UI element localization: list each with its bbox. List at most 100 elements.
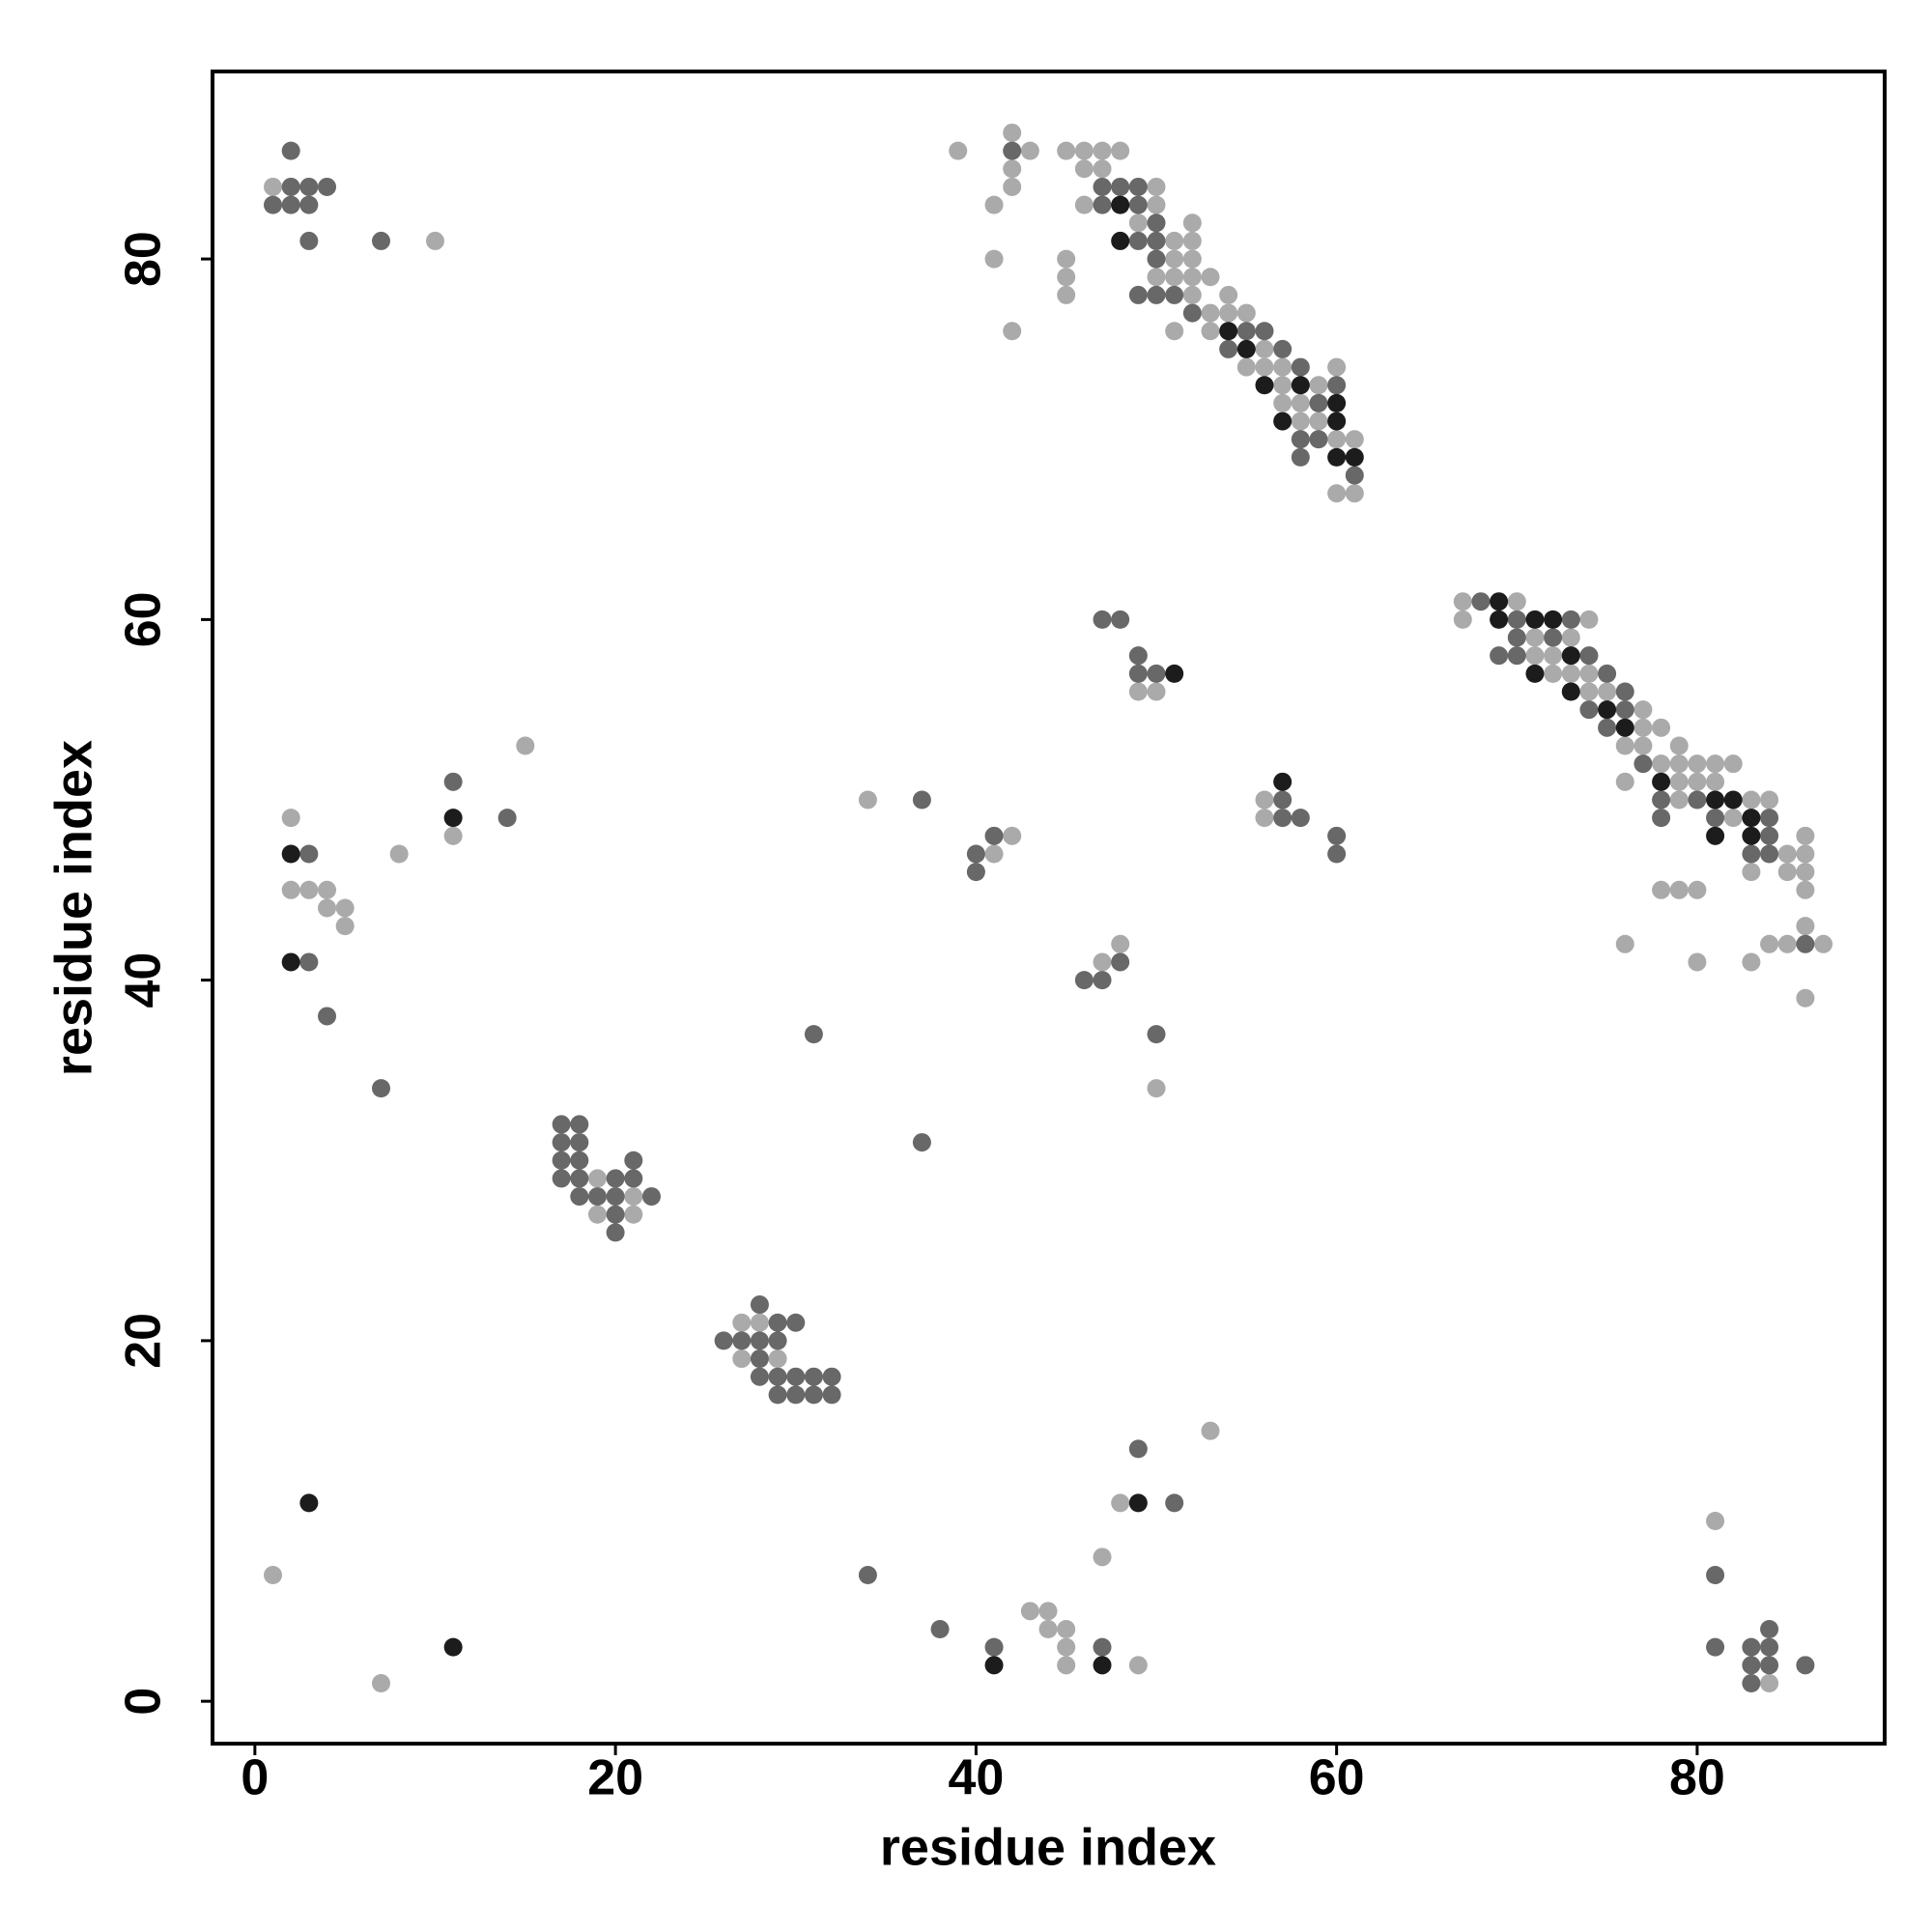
point — [1291, 376, 1310, 395]
point — [1255, 357, 1274, 377]
point — [1345, 466, 1364, 485]
point — [443, 809, 463, 828]
x-tick-label: 80 — [1669, 1750, 1725, 1806]
point — [750, 1350, 769, 1369]
point — [1093, 1656, 1112, 1675]
point — [1147, 268, 1166, 287]
point — [1291, 809, 1310, 828]
point — [822, 1385, 841, 1405]
y-tick-label: 20 — [116, 1313, 172, 1369]
point — [1111, 195, 1130, 214]
point — [1111, 177, 1130, 196]
point — [768, 1367, 787, 1386]
point — [1760, 1637, 1779, 1657]
point — [1147, 177, 1166, 196]
x-axis-title: residue index — [880, 1818, 1216, 1876]
point — [1453, 592, 1472, 611]
point — [1003, 322, 1022, 341]
point — [1615, 682, 1634, 701]
point — [1525, 610, 1545, 629]
point — [1327, 844, 1347, 864]
point — [318, 898, 337, 918]
point — [1796, 880, 1815, 899]
point — [1796, 1656, 1815, 1675]
point — [786, 1313, 806, 1332]
point — [1760, 934, 1779, 953]
y-axis-title: residue index — [44, 740, 102, 1076]
point — [1615, 934, 1634, 953]
point — [624, 1169, 643, 1188]
x-tick-label: 40 — [948, 1750, 1004, 1806]
point — [1706, 1512, 1725, 1531]
point — [1201, 268, 1220, 287]
point — [804, 1385, 823, 1405]
point — [732, 1331, 752, 1350]
point — [1128, 1493, 1148, 1513]
point — [984, 249, 1004, 269]
point — [606, 1223, 625, 1242]
point — [1561, 646, 1580, 666]
point — [1219, 322, 1238, 341]
point — [1147, 231, 1166, 250]
point — [299, 1493, 319, 1513]
point — [1471, 592, 1491, 611]
point — [552, 1151, 571, 1170]
point — [1688, 772, 1707, 791]
point — [1309, 430, 1328, 449]
point — [570, 1115, 589, 1134]
point — [443, 772, 463, 791]
point — [1507, 610, 1526, 629]
point — [1147, 195, 1166, 214]
point — [443, 826, 463, 845]
point — [624, 1151, 643, 1170]
point — [1796, 917, 1815, 936]
point — [1615, 718, 1634, 737]
point — [1074, 195, 1094, 214]
point — [281, 952, 300, 972]
point — [1507, 628, 1526, 647]
point — [966, 844, 985, 864]
point — [1236, 303, 1256, 323]
point — [1561, 664, 1580, 683]
point — [1182, 249, 1202, 269]
point — [264, 1566, 283, 1585]
point — [1706, 1637, 1725, 1657]
point — [1273, 393, 1293, 412]
point — [1777, 863, 1797, 882]
point — [1327, 826, 1347, 845]
point — [318, 177, 337, 196]
point — [425, 231, 444, 250]
point — [552, 1133, 571, 1152]
point — [1507, 646, 1526, 666]
point — [1742, 790, 1761, 810]
point — [1057, 141, 1076, 160]
point — [1309, 412, 1328, 431]
point — [1579, 700, 1599, 720]
point — [1165, 322, 1184, 341]
point — [1273, 790, 1293, 810]
point — [1255, 322, 1274, 341]
point — [552, 1115, 571, 1134]
point — [1544, 628, 1563, 647]
point — [1706, 826, 1725, 845]
point — [1236, 322, 1256, 341]
point — [1796, 844, 1815, 864]
point — [1201, 322, 1220, 341]
point — [1093, 610, 1112, 629]
point — [1345, 447, 1364, 467]
point — [1201, 1421, 1220, 1440]
point — [1327, 430, 1347, 449]
point — [1273, 412, 1293, 431]
point — [570, 1133, 589, 1152]
point — [1796, 826, 1815, 845]
point — [1760, 826, 1779, 845]
point — [1742, 844, 1761, 864]
point — [1598, 664, 1617, 683]
point — [1760, 844, 1779, 864]
point — [1165, 1493, 1184, 1513]
point — [1182, 213, 1202, 233]
point — [1598, 700, 1617, 720]
point — [371, 1673, 390, 1692]
point — [1652, 790, 1671, 810]
point — [1327, 447, 1347, 467]
